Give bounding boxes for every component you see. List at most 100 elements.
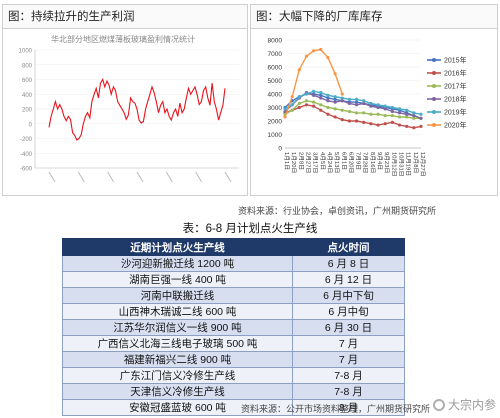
data-point	[304, 103, 309, 107]
data-point	[319, 103, 323, 107]
data-point	[362, 99, 366, 103]
legend-marker	[432, 123, 436, 127]
data-point	[347, 109, 352, 114]
ignition-time-cell: 7 月	[292, 351, 405, 368]
x-tick-label: 9月23日	[383, 152, 390, 173]
data-point	[347, 101, 352, 106]
x-tick-label	[136, 171, 144, 183]
x-tick-label: 10月31日	[398, 152, 405, 177]
data-point	[390, 109, 394, 114]
production-line-cell: 福建新福兴二线 900 吨	[62, 351, 293, 368]
ignition-time-cell: 7 月	[292, 335, 405, 352]
x-tick-label: 2月8日	[297, 152, 304, 170]
y-tick-label: 0	[278, 146, 282, 153]
x-tick-label: 12月27日	[419, 152, 426, 177]
data-point	[405, 108, 409, 112]
legend-label: 2015年	[444, 56, 467, 65]
profit-line-chart: 华北部分地区燃煤薄板玻璃盈利情况统计 1000 800 600 400 200 0 -200 -…	[19, 34, 239, 183]
ignition-time-cell: 6 月 30 日	[292, 319, 405, 336]
x-tick-label: 6月20日	[347, 152, 354, 173]
y-tick-label: 1000	[19, 49, 33, 55]
col-header-line: 近期计划点火生产线	[62, 238, 293, 256]
data-point	[326, 99, 330, 103]
data-point	[304, 92, 309, 96]
ignition-time-cell: 6 月 12 日	[292, 271, 405, 288]
production-line-cell: 湖南巨强一线 400 吨	[62, 271, 293, 288]
watermark-text: 大宗内参	[447, 398, 496, 412]
data-point	[312, 89, 316, 93]
y-tick-label: 2000	[268, 119, 283, 126]
data-point	[376, 123, 380, 127]
col-header-time: 点火时间	[292, 238, 405, 256]
data-point	[312, 100, 316, 104]
data-point	[405, 112, 409, 116]
data-point	[297, 68, 301, 72]
table-title: 表：6-8 月计划点火生产线	[182, 223, 318, 235]
data-point	[312, 104, 316, 108]
production-line-cell: 安徽冠盛蓝玻 600 吨	[62, 399, 293, 416]
ignition-time-cell: 8 月	[292, 399, 405, 416]
data-point	[383, 107, 387, 111]
data-point	[326, 112, 330, 116]
data-point	[376, 112, 380, 116]
data-point	[419, 112, 423, 116]
data-point	[297, 95, 301, 99]
data-point	[383, 114, 387, 118]
data-point	[290, 108, 294, 112]
data-point	[290, 95, 294, 99]
x-tick-label: 12月8日	[412, 152, 419, 173]
data-point	[347, 119, 352, 123]
data-point	[397, 111, 402, 115]
data-point	[326, 55, 330, 60]
profit-chart-panel: 图：持续拉升的生产利润 华北部分地区燃煤薄板玻璃盈利情况统计 1000 800 600…	[2, 4, 248, 196]
data-point	[333, 72, 337, 76]
legend-label: 2016年	[444, 69, 467, 78]
y-tick-label: -400	[20, 152, 33, 158]
y-tick-label: 8000	[268, 38, 283, 45]
ignition-time-cell: 7-8 月	[292, 383, 405, 400]
data-point	[312, 49, 316, 53]
data-point	[419, 124, 423, 128]
inventory-chart-panel: 图：大幅下降的厂库库存 8000 7000 6000 5000 4000 3000 2000…	[250, 4, 498, 196]
table-header-row: 近期计划点火生产线 点火时间	[62, 238, 405, 256]
inventory-chart-header: 图：大幅下降的厂库库存	[251, 5, 497, 29]
data-point	[354, 100, 359, 104]
data-point	[304, 54, 309, 58]
data-point	[290, 103, 294, 107]
y-tick-label: 0	[29, 122, 33, 128]
data-point	[326, 93, 330, 97]
x-tick-label: 2月27日	[304, 152, 311, 173]
data-point	[319, 91, 323, 95]
data-point	[369, 122, 373, 126]
x-tick-label	[48, 171, 56, 183]
x-tick-label: 7月28日	[362, 152, 369, 173]
production-line-cell: 山西神木瑞诚二线 600 吨	[62, 303, 293, 320]
data-point	[405, 124, 409, 128]
profit-chart-header: 图：持续拉升的生产利润	[3, 5, 247, 29]
data-point	[312, 93, 316, 97]
data-point	[333, 100, 337, 104]
legend-marker	[432, 71, 436, 75]
y-tick-label: 7000	[268, 51, 283, 58]
data-point	[297, 101, 301, 106]
y-tick-label: 1000	[268, 132, 283, 139]
data-point	[333, 107, 337, 111]
legend-label: 2019年	[444, 108, 467, 117]
data-point	[319, 108, 323, 112]
data-point	[283, 109, 287, 114]
y-tick-label: 400	[22, 93, 33, 99]
table-source-note: 资料来源：公开市场资料整理，广州期货研究所	[240, 404, 430, 414]
profit-series-line	[48, 78, 226, 141]
y-tick-label: 4000	[268, 92, 283, 99]
data-point	[397, 123, 402, 127]
data-point	[340, 99, 344, 103]
data-point	[369, 104, 373, 108]
data-point	[354, 103, 359, 107]
legend-label: 2018年	[444, 95, 467, 104]
data-point	[412, 114, 416, 118]
